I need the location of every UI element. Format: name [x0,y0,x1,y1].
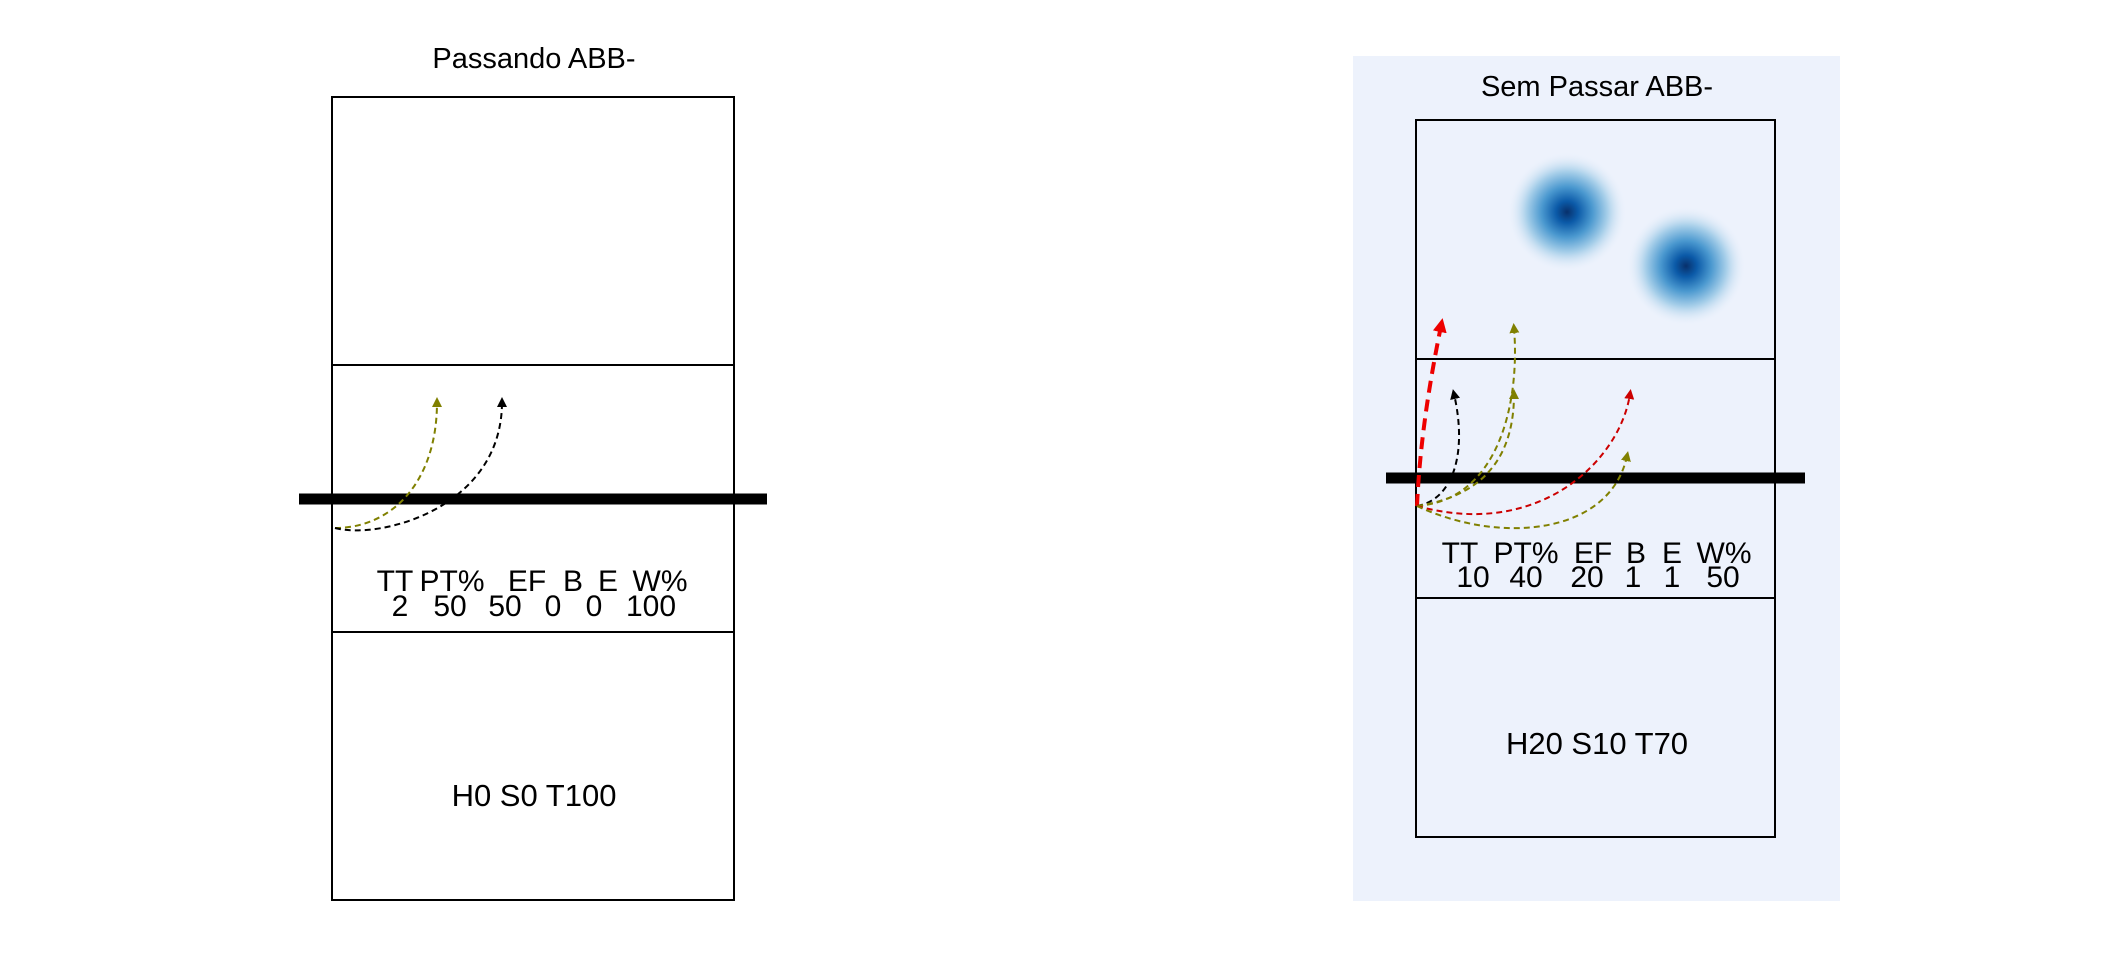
stat-header: EF [1574,537,1612,570]
panel-sem-passar: Sem Passar ABB- TT PT% EF B E W% 10 40 2… [1353,56,1840,901]
trajectory-error [1416,389,1635,516]
stat-header: E [1662,537,1682,570]
trajectory-success [1416,451,1631,530]
stat-value: 40 [1509,561,1542,594]
chart-title: Sem Passar ABB- [1481,71,1713,103]
stat-value: 10 [1456,561,1489,594]
stat-header: W% [1697,537,1752,570]
panel-passando: Passando ABB- TT PT% EF B E W% 2 50 50 0… [299,43,767,901]
stat-header: PT% [419,565,484,598]
stat-value: 100 [626,590,676,623]
heat-spot [1507,152,1627,272]
trajectory-success [1416,323,1520,507]
trajectory-success [1416,389,1519,507]
stats-table: TT PT% EF B E W% 10 40 20 1 1 50 [1442,537,1752,594]
stat-value: 0 [545,590,562,623]
zone-distribution-label: H0 S0 T100 [452,778,617,813]
stat-header: TT [377,565,414,598]
stat-value: 1 [1625,561,1642,594]
stats-table: TT PT% EF B E W% 2 50 50 0 0 100 [377,565,688,623]
stat-value: 0 [586,590,603,623]
trajectory-neutral [1416,389,1461,507]
stat-header: B [563,565,583,598]
stat-value: 50 [433,590,466,623]
stat-header: EF [508,565,546,598]
stat-value: 20 [1570,561,1603,594]
stat-header: W% [633,565,688,598]
stat-value: 50 [488,590,521,623]
stat-header: B [1626,537,1646,570]
chart-title: Passando ABB- [432,43,635,75]
trajectory-error-bold [1415,318,1447,507]
stat-value: 1 [1664,561,1681,594]
heat-spot [1626,206,1746,326]
stat-header: E [598,565,618,598]
stat-value: 2 [392,590,409,623]
trajectory-success [334,397,442,529]
stat-header: PT% [1493,537,1558,570]
zone-distribution-label: H20 S10 T70 [1506,726,1688,761]
stat-value: 50 [1706,561,1739,594]
trajectory-neutral [334,397,507,532]
stat-header: TT [1442,537,1479,570]
